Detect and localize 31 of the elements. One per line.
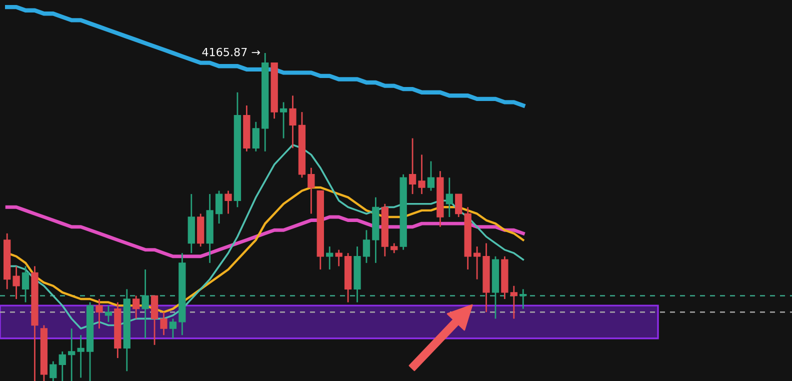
candlestick <box>68 328 76 381</box>
candlestick <box>308 167 315 214</box>
candlestick <box>224 190 232 214</box>
candlestick <box>520 288 527 310</box>
candlestick <box>390 242 398 254</box>
candlestick <box>150 295 158 346</box>
candlestick <box>455 193 462 218</box>
candlestick <box>160 311 168 336</box>
candlestick <box>96 298 103 330</box>
candlestick <box>335 249 342 267</box>
candlestick <box>169 318 177 340</box>
candlestick <box>418 154 426 195</box>
candlestick <box>252 121 260 152</box>
candlestick <box>510 285 518 320</box>
candlestick <box>446 176 453 218</box>
candlestick <box>427 160 435 192</box>
candlestick <box>326 246 334 270</box>
candlestick <box>142 268 149 340</box>
candlestick <box>132 295 140 320</box>
candlestick <box>58 350 66 381</box>
candlestick <box>362 229 370 264</box>
candlestick <box>22 266 30 303</box>
candlestick <box>473 246 481 280</box>
candlestick <box>289 94 296 149</box>
candlestick <box>408 138 416 195</box>
candlestick <box>215 190 223 224</box>
candlestick <box>12 266 20 300</box>
annotation: 4165.87 → <box>202 48 260 56</box>
candlestick <box>280 102 288 139</box>
candlestick <box>50 360 57 381</box>
candlestick <box>77 334 84 378</box>
